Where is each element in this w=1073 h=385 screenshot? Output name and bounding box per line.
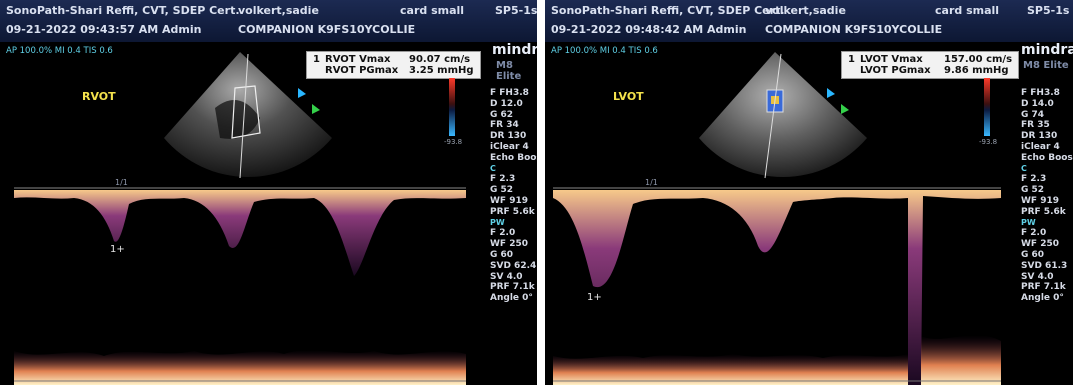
measurement-value: 3.25 mmHg xyxy=(409,65,474,76)
model-label: M8 Elite xyxy=(496,60,522,82)
param: Echo Boos xyxy=(1021,152,1073,163)
param: F FH3.8 xyxy=(490,88,529,98)
param: WF 250 xyxy=(490,239,528,250)
param: G 52 xyxy=(490,185,514,196)
pw-doppler-spectrum xyxy=(553,186,1001,385)
param: F 2.3 xyxy=(490,174,516,185)
owner-label: volkert,sadie xyxy=(238,4,319,17)
param: iClear 4 xyxy=(490,141,529,152)
param: G 60 xyxy=(1021,249,1045,260)
section-label: PW xyxy=(1021,217,1036,227)
color-scale-bar xyxy=(449,78,455,136)
ultrasound-panel-lvot: SonoPath-Shari Reffi, CVT, SDEP Cert. vo… xyxy=(545,0,1073,385)
color-scale-min: -93.8 xyxy=(979,138,998,146)
param: SV 4.0 xyxy=(1021,271,1054,282)
param: PRF 5.6k xyxy=(490,206,535,217)
measurement-label: LVOT PGmax xyxy=(860,65,931,76)
param: WF 919 xyxy=(490,195,528,206)
param: PRF 7.1k xyxy=(1021,282,1066,293)
measurement-label: RVOT Vmax xyxy=(325,54,391,65)
param: iClear 4 xyxy=(1021,141,1060,152)
ultrasound-panel-rvot: SonoPath-Shari Reffi, CVT, SDEP Cert. vo… xyxy=(0,0,537,385)
param: F FH3.8 xyxy=(1021,88,1060,98)
param: G 74 xyxy=(1021,109,1045,120)
sweep-speed-label: 1/1 xyxy=(115,178,128,187)
measurement-value: 9.86 mmHg xyxy=(944,65,1009,76)
probe-label: SP5-1s xyxy=(495,4,537,17)
param: G 60 xyxy=(490,249,514,260)
measurement-box: 1 RVOT Vmax 90.07 cm/s RVOT PGmax 3.25 mmHg xyxy=(306,51,481,79)
param: G 62 xyxy=(490,109,514,120)
param: SVD 61.3 xyxy=(1021,260,1068,271)
acquisition-params: F FH3.8 D 12.0 G 62 FR 34 DR 130 iClear … xyxy=(490,88,537,304)
color-scale-bar xyxy=(984,78,990,136)
param: FR 34 xyxy=(490,120,519,131)
color-scale-min: -93.8 xyxy=(444,138,463,146)
param: WF 919 xyxy=(1021,195,1059,206)
patient-label: COMPANION K9FS10YCOLLIE xyxy=(238,23,416,36)
param: PRF 5.6k xyxy=(1021,206,1066,217)
param: G 52 xyxy=(1021,185,1045,196)
operator-label: SonoPath-Shari Reffi, CVT, SDEP Cert. xyxy=(551,4,785,17)
view-label: LVOT xyxy=(613,90,644,103)
owner-label: volkert,sadie xyxy=(765,4,846,17)
param: DR 130 xyxy=(1021,131,1058,142)
param: FR 35 xyxy=(1021,120,1050,131)
param: PRF 7.1k xyxy=(490,282,535,293)
brand-logo: mindra xyxy=(492,42,537,58)
acquisition-params: F FH3.8 D 14.0 G 74 FR 35 DR 130 iClear … xyxy=(1021,88,1073,304)
measurement-index: 1 xyxy=(313,54,320,65)
pw-doppler-spectrum xyxy=(14,186,466,385)
measurement-label: RVOT PGmax xyxy=(325,65,399,76)
preset-label: card small xyxy=(935,4,1000,17)
header-bar: SonoPath-Shari Reffi, CVT, SDEP Cert. vo… xyxy=(0,0,537,42)
param: DR 130 xyxy=(490,131,527,142)
doppler-cursor-1[interactable]: 1+ xyxy=(110,244,125,255)
measurement-value: 157.00 cm/s xyxy=(944,54,1013,65)
sweep-speed-label: 1/1 xyxy=(645,178,658,187)
measurement-index: 1 xyxy=(848,54,855,65)
preset-label: card small xyxy=(400,4,465,17)
sector-image xyxy=(164,52,332,179)
probe-label: SP5-1s xyxy=(1027,4,1070,17)
section-label: C xyxy=(490,163,496,173)
param: Angle 0° xyxy=(1021,293,1064,304)
measurement-box: 1 LVOT Vmax 157.00 cm/s LVOT PGmax 9.86 mmH… xyxy=(841,51,1020,79)
param: Echo Boos xyxy=(490,152,537,163)
sector-image xyxy=(699,52,867,179)
power-readout: AP 100.0% MI 0.4 TIS 0.6 xyxy=(551,46,658,56)
model-label: M8 Elite xyxy=(1023,60,1069,71)
param: D 14.0 xyxy=(1021,98,1054,109)
param: Angle 0° xyxy=(490,293,533,304)
section-label: PW xyxy=(490,217,505,227)
param: WF 250 xyxy=(1021,239,1059,250)
datetime-label: 09-21-2022 09:48:42 AM Admin xyxy=(551,23,747,36)
brand-logo: mindra xyxy=(1021,42,1073,58)
measurement-value: 90.07 cm/s xyxy=(409,54,471,65)
section-label: C xyxy=(1021,163,1027,173)
power-readout: AP 100.0% MI 0.4 TIS 0.6 xyxy=(6,46,113,56)
measurement-label: LVOT Vmax xyxy=(860,54,923,65)
view-label: RVOT xyxy=(82,90,116,103)
datetime-label: 09-21-2022 09:43:57 AM Admin xyxy=(6,23,202,36)
param: D 12.0 xyxy=(490,98,523,109)
doppler-cursor-1[interactable]: 1+ xyxy=(587,292,602,303)
param: SV 4.0 xyxy=(490,271,523,282)
param: F 2.0 xyxy=(1021,228,1047,239)
param: SVD 62.4 xyxy=(490,260,537,271)
patient-label: COMPANION K9FS10YCOLLIE xyxy=(765,23,943,36)
header-bar: SonoPath-Shari Reffi, CVT, SDEP Cert. vo… xyxy=(545,0,1073,42)
operator-label: SonoPath-Shari Reffi, CVT, SDEP Cert. xyxy=(6,4,240,17)
param: F 2.3 xyxy=(1021,174,1047,185)
param: F 2.0 xyxy=(490,228,516,239)
